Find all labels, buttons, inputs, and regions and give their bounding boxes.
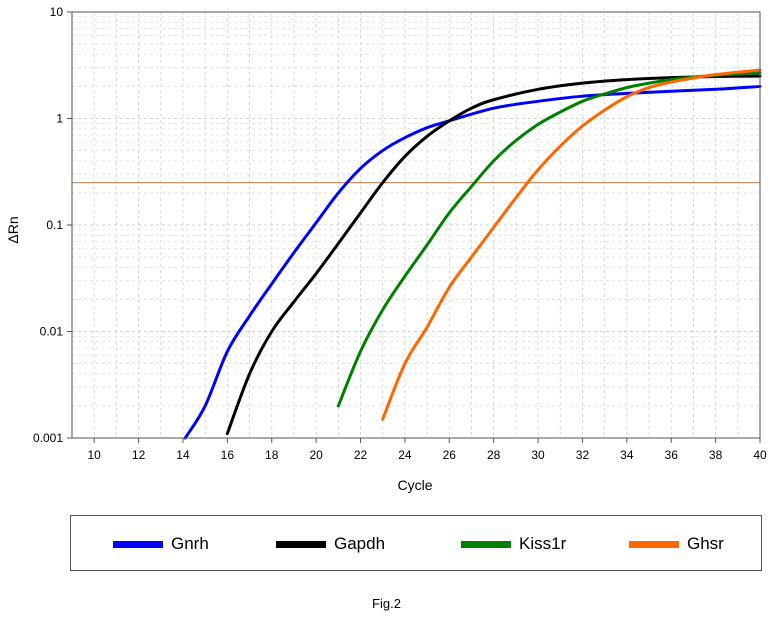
x-tick-label: 14 <box>176 448 190 462</box>
legend-label-kiss1r: Kiss1r <box>519 534 567 553</box>
x-tick-label: 32 <box>576 448 590 462</box>
series-layer <box>183 68 762 440</box>
x-tick-label: 24 <box>398 448 412 462</box>
y-tick-label: 0.01 <box>40 325 64 339</box>
legend-swatch-gapdh <box>276 540 326 548</box>
legend-item-gnrh: Gnrh <box>113 534 209 554</box>
legend: Gnrh Gapdh Kiss1r Ghsr <box>70 515 762 571</box>
legend-label-ghsr: Ghsr <box>687 534 724 553</box>
x-tick-label: 30 <box>531 448 545 462</box>
legend-swatch-gnrh <box>113 540 163 548</box>
y-axis-ticks: 0.001 0.01 0.1 1 10 <box>33 5 72 445</box>
y-axis-title: ΔRn <box>5 216 21 243</box>
legend-item-kiss1r: Kiss1r <box>461 534 566 554</box>
x-axis-title: Cycle <box>397 477 432 493</box>
x-tick-label: 36 <box>665 448 679 462</box>
legend-swatch-kiss1r <box>461 540 511 548</box>
x-tick-label: 12 <box>132 448 146 462</box>
x-tick-label: 20 <box>309 448 323 462</box>
x-tick-label: 34 <box>620 448 634 462</box>
y-tick-label: 1 <box>56 112 63 126</box>
legend-item-gapdh: Gapdh <box>276 534 385 554</box>
x-tick-label: 22 <box>354 448 368 462</box>
x-tick-label: 26 <box>443 448 457 462</box>
chart: 10 12 14 16 18 20 22 24 26 28 30 32 34 36 38 40 0.0010.… <box>5 5 767 493</box>
x-tick-label: 40 <box>753 448 767 462</box>
y-tick-label: 0.1 <box>46 218 63 232</box>
x-tick-label: 18 <box>265 448 279 462</box>
x-tick-label: 38 <box>709 448 723 462</box>
y-tick-label: 10 <box>50 5 64 19</box>
x-tick-label: 10 <box>88 448 102 462</box>
x-axis-ticks: 10 12 14 16 18 20 22 24 26 28 30 32 34 36 38 40 <box>88 438 767 462</box>
legend-swatch-ghsr <box>629 540 679 548</box>
series-line-ghsr <box>381 68 762 421</box>
series-line-gnrh <box>183 84 762 440</box>
legend-label-gapdh: Gapdh <box>334 534 386 553</box>
legend-label-gnrh: Gnrh <box>171 534 209 553</box>
x-tick-label: 28 <box>487 448 501 462</box>
legend-item-ghsr: Ghsr <box>629 534 724 554</box>
x-tick-label: 16 <box>221 448 235 462</box>
y-tick-label: 0.001 <box>33 431 63 445</box>
figure-label: Fig.2 <box>372 596 401 611</box>
series-line-gapdh <box>225 74 762 436</box>
